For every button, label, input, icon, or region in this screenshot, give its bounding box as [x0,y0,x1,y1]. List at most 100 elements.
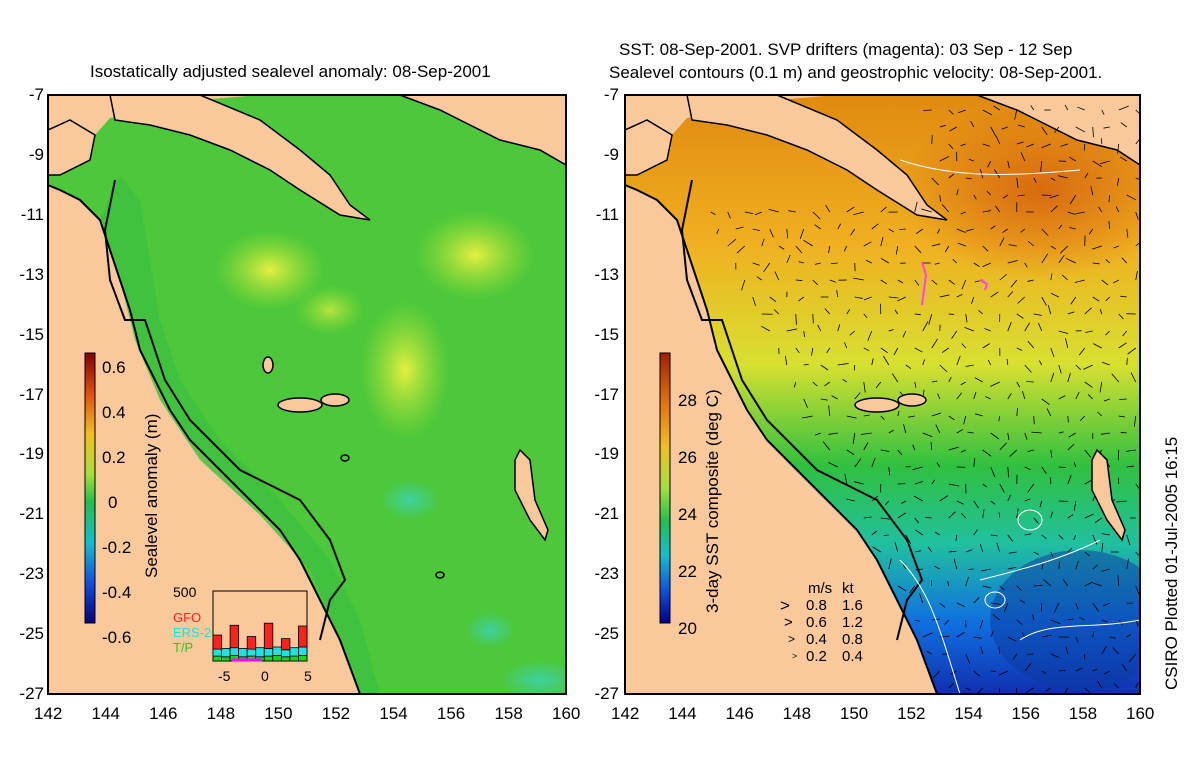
inset-bar [212,648,222,657]
inset-bar [280,656,291,662]
lat-tick-left: -21 [19,504,44,524]
lon-tick-right: 152 [897,704,926,723]
right-panel-title-line1: SST: 08-Sep-2001. SVP drifters (magenta)… [619,40,1073,59]
colorbar-tick: 0.4 [102,403,126,422]
arrow-icon: > [784,614,793,631]
lat-tick-left: -11 [20,204,44,224]
colorbar-tick: 22 [678,562,697,581]
inset-bar [229,624,240,649]
inset-bar [272,655,282,662]
colorbar-tick: 24 [678,505,697,524]
lon-tick-left: 158 [494,704,523,723]
inset-bar [221,648,231,658]
inset-ymax-label: 500 [173,584,197,600]
sst-map [624,94,1141,695]
inset-bar [298,625,308,648]
inset-bar [229,647,240,656]
lon-tick-right: 150 [839,704,869,723]
sst-colorbar-label: 3-day SST composite (deg C) [703,389,722,613]
lon-tick-right: 146 [725,704,754,723]
lon-tick-left: 156 [436,704,466,723]
lat-tick-right: -23 [594,564,619,584]
lat-tick-right: -19 [594,444,619,464]
inset-tick: -5 [218,668,231,684]
colorbar-tick: 0.6 [102,358,126,377]
inset-bar [289,655,299,662]
inset-bar [221,656,231,662]
inset-bar [298,655,308,662]
inset-bar [246,636,257,650]
sealevel-colorbar [84,352,96,624]
inset-bar [280,638,291,651]
inset-legend: GFO ERS-2 T/P [173,610,211,655]
velocity-ms: 0.2 [806,648,827,665]
lon-tick-left: 144 [91,704,120,723]
lat-tick-right: -27 [594,684,619,703]
lon-tick-right: 156 [1011,704,1040,723]
lat-tick-left: -25 [19,624,44,644]
lon-tick-left: 152 [321,704,351,723]
lon-tick-right: 160 [1126,704,1155,723]
left-panel-title: Isostatically adjusted sealevel anomaly:… [90,62,491,81]
inset-bar [212,655,222,662]
lat-tick-right: -15 [594,324,619,344]
sealevel-colorbar-label: Sealevel anomaly (m) [142,413,161,578]
lat-tick-left: -27 [19,684,44,703]
legend-gfo: GFO [173,610,202,625]
inset-bar [255,647,265,658]
inset-bar [263,622,274,649]
inset-bar [212,634,222,650]
lat-tick-left: -23 [19,564,44,584]
lat-tick-right: -21 [594,504,619,524]
inset-bar [272,646,282,656]
inset-bar [246,648,257,657]
inset-bar [280,649,291,658]
arrow-icon: > [792,651,798,661]
legend-tp: T/P [173,640,194,655]
velocity-unit-kt: kt [842,580,854,597]
altimeter-coverage-inset [212,590,308,662]
legend-ers2: ERS-2 [173,625,212,640]
lat-tick-left: -13 [19,264,44,284]
lat-tick-right: -17 [594,384,619,404]
lon-tick-left: 160 [552,704,581,723]
inset-tick: 0 [261,668,269,684]
colorbar-tick: 28 [678,391,697,410]
colorbar-tick: -0.6 [102,628,132,647]
lat-tick-right: -7 [603,85,619,104]
right-panel-title-line2: Sealevel contours (0.1 m) and geostrophi… [609,63,1103,82]
plotted-credit: CSIRO Plotted 01-Jul-2005 16:15 [1162,436,1181,690]
lon-tick-right: 148 [782,704,812,723]
arrow-icon: > [788,632,796,646]
lat-tick-left: -19 [19,444,44,464]
velocity-kt: 1.2 [842,614,863,631]
colorbar-tick: -0.2 [102,538,132,557]
inset-bar [263,655,274,662]
lat-tick-right: -11 [595,204,619,224]
colorbar-tick: -0.4 [102,583,132,602]
velocity-kt: 0.8 [842,631,863,648]
inset-bar [238,648,248,658]
lat-tick-right: -9 [603,144,619,164]
sealevel-anomaly-map [47,94,567,695]
lat-tick-left: -9 [28,144,44,164]
lon-tick-right: 142 [611,704,640,723]
velocity-kt: 1.6 [842,597,863,614]
colorbar-tick: 0 [108,493,118,512]
lon-tick-left: 148 [206,704,236,723]
colorbar-tick: 20 [678,619,697,638]
velocity-ms: 0.6 [806,614,827,631]
lon-tick-left: 150 [264,704,293,723]
velocity-ms: 0.8 [806,597,827,614]
colorbar-tick: 0.2 [102,448,126,467]
lat-tick-right: -13 [594,264,619,284]
velocity-unit-ms: m/s [808,580,833,597]
lon-tick-left: 146 [149,704,178,723]
lon-tick-right: 158 [1068,704,1098,723]
lon-tick-left: 142 [34,704,63,723]
sealevel-colorbar-ticks: 0.6 0.4 0.2 0 -0.2 -0.4 -0.6 [102,345,131,660]
lon-tick-right: 144 [668,704,697,723]
lon-tick-left: 154 [379,704,408,723]
lat-tick-left: -15 [19,324,44,344]
inset-bar [263,648,274,657]
